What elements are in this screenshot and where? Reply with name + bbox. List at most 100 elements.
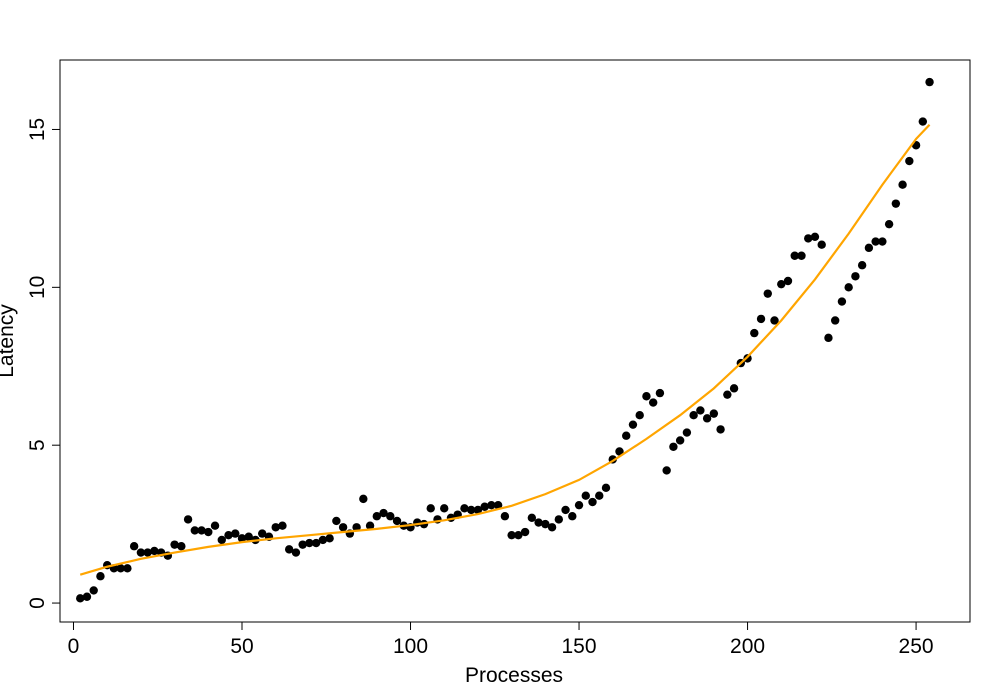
data-point xyxy=(804,234,813,243)
data-point xyxy=(622,431,631,440)
data-point xyxy=(770,316,779,325)
data-point xyxy=(473,505,483,515)
data-point xyxy=(338,523,348,532)
x-axis: 0 50 100 150 200 250 xyxy=(68,622,934,658)
data-point xyxy=(810,232,820,242)
data-point xyxy=(500,512,510,521)
data-point xyxy=(460,504,469,513)
data-point xyxy=(386,512,395,521)
data-point xyxy=(790,251,799,260)
data-point xyxy=(298,540,307,549)
data-point xyxy=(696,406,705,415)
data-point xyxy=(534,518,543,527)
data-point xyxy=(797,251,806,260)
data-point xyxy=(493,500,503,510)
data-point xyxy=(918,117,928,126)
data-point xyxy=(392,516,402,526)
data-point xyxy=(891,199,901,208)
data-point xyxy=(595,491,604,500)
data-point xyxy=(278,521,287,530)
data-point xyxy=(372,512,382,521)
data-point xyxy=(305,538,314,548)
plot-frame xyxy=(59,59,971,623)
data-point xyxy=(547,523,557,532)
data-point xyxy=(177,542,186,551)
data-point xyxy=(662,466,671,475)
fit-curve xyxy=(79,123,931,576)
data-point xyxy=(716,425,725,434)
data-point xyxy=(210,521,220,530)
data-point xyxy=(237,534,247,543)
data-point xyxy=(756,314,766,324)
data-point xyxy=(857,261,867,270)
data-point xyxy=(878,237,887,246)
data-point xyxy=(204,527,213,537)
data-point xyxy=(170,540,179,549)
data-point xyxy=(642,392,651,401)
data-point xyxy=(682,428,692,437)
y-axis-title: Latency xyxy=(0,304,18,378)
data-point xyxy=(628,420,638,429)
data-point xyxy=(379,508,388,518)
data-point xyxy=(864,243,874,253)
data-point xyxy=(689,410,698,420)
data-point xyxy=(123,564,132,573)
data-point xyxy=(352,523,361,532)
data-point xyxy=(871,237,880,246)
data-point xyxy=(514,530,523,540)
data-point xyxy=(426,504,435,513)
data-point xyxy=(136,548,146,557)
data-point xyxy=(487,500,496,510)
data-point xyxy=(325,534,334,543)
data-point xyxy=(466,505,476,515)
x-axis-title: Processes xyxy=(465,664,563,687)
data-point xyxy=(615,447,624,456)
data-point xyxy=(763,289,772,298)
data-point xyxy=(905,156,914,166)
data-point xyxy=(783,276,793,286)
data-point xyxy=(311,538,321,548)
y-tick-label: 0 xyxy=(26,597,49,609)
data-point xyxy=(568,512,577,521)
data-point xyxy=(588,497,597,507)
data-point xyxy=(224,530,233,540)
data-point xyxy=(76,594,85,603)
data-point xyxy=(561,505,570,515)
data-point xyxy=(702,414,712,423)
x-tick-label: 50 xyxy=(230,635,253,658)
data-point xyxy=(554,515,564,524)
data-point xyxy=(332,516,341,526)
data-point xyxy=(884,219,894,229)
data-point xyxy=(709,409,719,418)
data-point xyxy=(729,384,739,393)
data-point xyxy=(480,502,489,511)
data-point xyxy=(520,527,530,537)
data-point xyxy=(844,283,853,292)
data-point xyxy=(601,483,611,493)
x-tick-label: 0 xyxy=(68,635,80,658)
data-point xyxy=(830,316,840,325)
data-point xyxy=(183,515,193,524)
y-axis: 0 5 10 15 xyxy=(26,118,60,609)
data-point xyxy=(217,535,226,545)
data-point xyxy=(723,390,732,399)
y-tick-label: 15 xyxy=(26,118,49,141)
data-points xyxy=(76,77,934,603)
data-point xyxy=(824,333,833,343)
data-point xyxy=(750,328,759,338)
data-point xyxy=(231,529,240,538)
data-point xyxy=(197,526,206,535)
data-point xyxy=(129,542,139,551)
y-tick-label: 5 xyxy=(26,439,49,451)
data-point xyxy=(817,240,826,249)
data-point xyxy=(271,523,280,532)
data-point xyxy=(291,548,301,557)
data-point xyxy=(258,529,267,538)
data-point xyxy=(507,530,516,540)
x-tick-label: 150 xyxy=(562,635,597,658)
data-point xyxy=(89,586,98,595)
data-point xyxy=(655,388,665,398)
data-point xyxy=(837,297,847,306)
x-tick-label: 200 xyxy=(730,635,765,658)
